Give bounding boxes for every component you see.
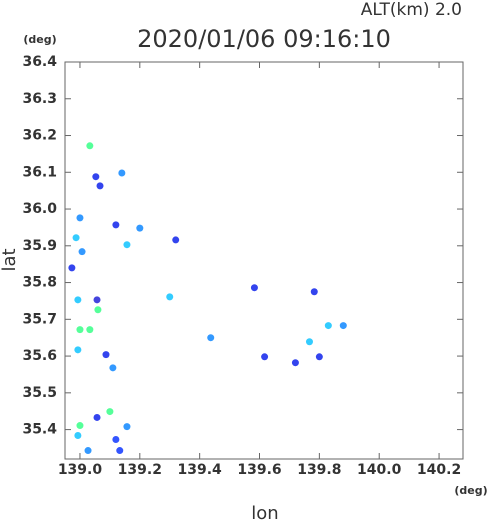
echo-cell xyxy=(74,346,82,354)
y-tick-label: 35.7 xyxy=(22,311,57,327)
y-tick-label: 35.6 xyxy=(22,348,57,364)
echo-cell xyxy=(93,296,101,304)
echo-cell xyxy=(93,413,101,421)
echo-cell xyxy=(172,236,180,244)
echo-cell xyxy=(123,423,131,431)
echo-cell xyxy=(96,182,104,190)
echo-cell xyxy=(102,351,110,359)
echo-cell xyxy=(136,224,144,232)
y-tick-label: 36.4 xyxy=(22,54,57,70)
x-tick-label: 139.6 xyxy=(237,462,281,478)
y-tick-label: 35.4 xyxy=(22,422,57,438)
echo-cell xyxy=(118,169,126,177)
y-tick-label: 36.1 xyxy=(22,164,57,180)
echo-cell xyxy=(291,359,299,367)
echo-cell xyxy=(68,264,76,272)
x-tick-label: 140.2 xyxy=(417,462,461,478)
y-unit: (deg) xyxy=(23,33,56,46)
echo-cell xyxy=(166,293,174,301)
chart-subtitle: ALT(km) 2.0 xyxy=(361,0,462,20)
echo-cell xyxy=(250,284,258,292)
echo-cell xyxy=(123,241,131,249)
y-tick-label: 36.0 xyxy=(22,201,57,217)
plot-frame xyxy=(64,61,464,460)
echo-cell xyxy=(84,447,92,455)
echo-cell xyxy=(86,142,94,150)
x-tick-label: 139.0 xyxy=(58,462,103,478)
echo-cell xyxy=(72,234,80,242)
echo-cell xyxy=(109,364,117,372)
x-unit: (deg) xyxy=(454,484,487,497)
y-tick-label: 35.8 xyxy=(22,275,57,291)
echo-cell xyxy=(74,431,82,439)
echo-cell xyxy=(106,408,114,416)
chart-title: 2020/01/06 09:16:10 xyxy=(137,25,391,53)
echo-cell xyxy=(76,326,84,334)
y-tick-label: 35.5 xyxy=(22,385,57,401)
x-tick-label: 139.2 xyxy=(118,462,162,478)
echo-cell xyxy=(305,338,313,346)
echo-cell xyxy=(112,436,120,444)
echo-cell xyxy=(78,248,86,256)
x-tick-label: 139.8 xyxy=(297,462,341,478)
echo-cell xyxy=(207,334,215,342)
echo-cell xyxy=(324,322,332,330)
y-tick-label: 36.2 xyxy=(22,128,57,144)
echo-cell xyxy=(310,288,318,296)
y-axis-label: lat xyxy=(0,248,20,271)
echo-cell xyxy=(315,353,323,361)
echo-cell xyxy=(76,422,84,430)
y-tick-label: 35.9 xyxy=(22,238,57,254)
echo-cell xyxy=(94,306,102,314)
echo-cell xyxy=(261,353,269,361)
x-tick-label: 139.4 xyxy=(178,462,223,478)
x-axis-label: lon xyxy=(251,503,278,521)
echo-cell xyxy=(76,214,84,222)
echo-cell xyxy=(339,322,347,330)
echo-cell xyxy=(116,447,124,455)
echo-cell xyxy=(74,296,82,304)
y-tick-label: 36.3 xyxy=(22,91,57,107)
echo-cell xyxy=(92,173,100,181)
echo-cell xyxy=(112,221,120,229)
x-tick-label: 140.0 xyxy=(357,462,402,478)
echo-cell xyxy=(86,326,94,334)
